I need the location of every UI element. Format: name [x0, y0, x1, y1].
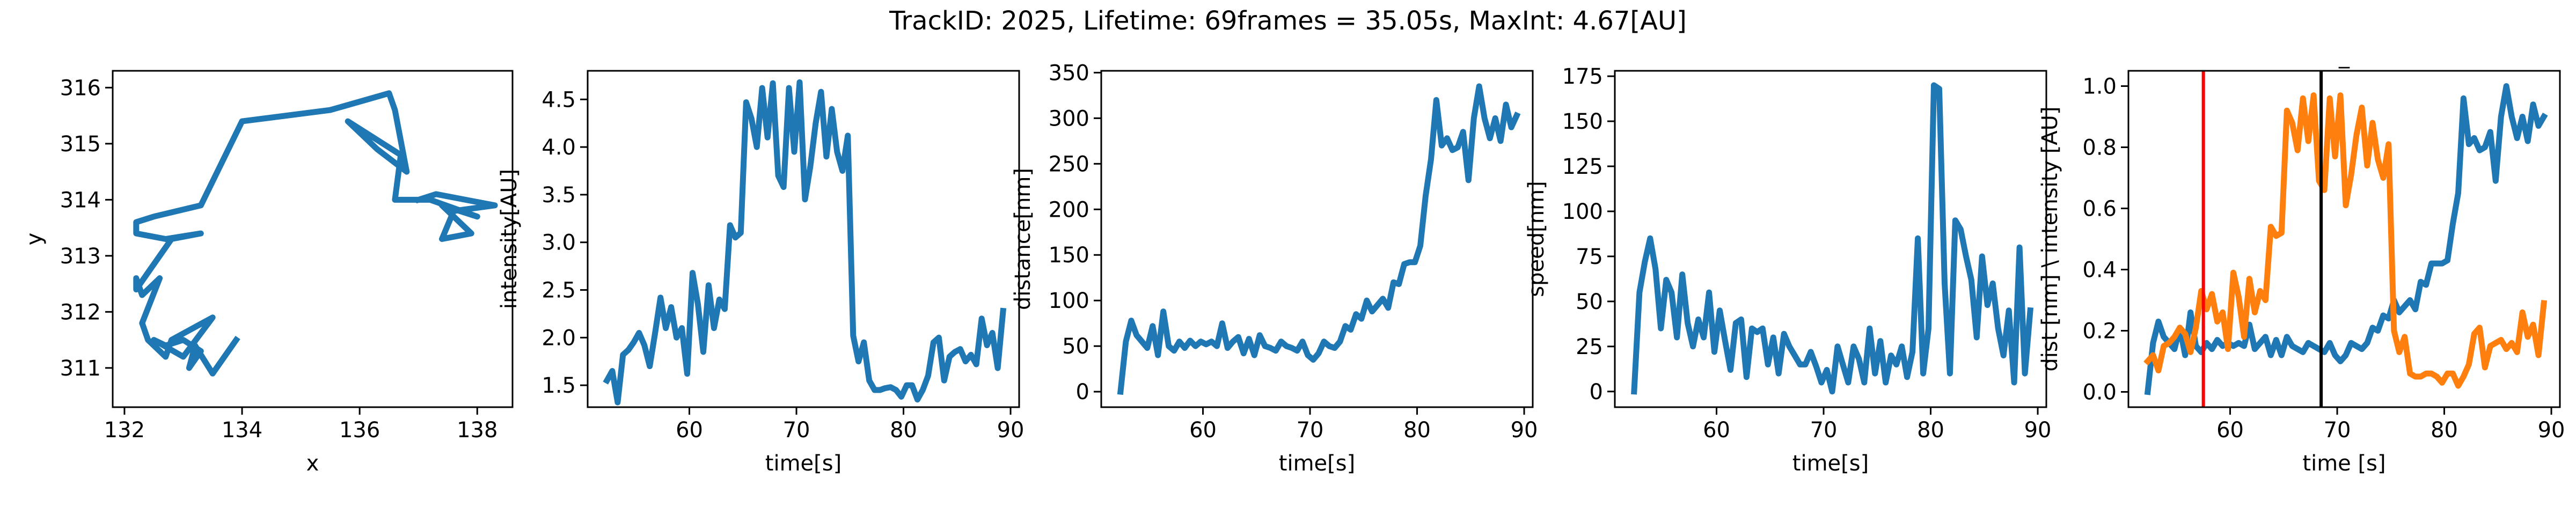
x-axis-label: time[s]	[1792, 451, 1869, 476]
x-axis-label: x	[306, 451, 319, 476]
y-tick-label: 1.0	[2082, 75, 2117, 99]
subplot-4: 60 70 80 90 0 25 50 75 100 125 150 175 time[s] speed[…	[1524, 64, 2051, 476]
y-tick-label: 75	[1576, 245, 1603, 269]
subplot-5: 60 70 80 90 0.0 0.2 0.4 0.6 0.8 1.0 time [s] dist […	[2038, 44, 2565, 476]
y-tick-label: 50	[1062, 334, 1089, 359]
y-tick-label: 316	[60, 76, 101, 100]
x-tick-label: 90	[997, 418, 1024, 443]
x-tick-label: 80	[1403, 418, 1431, 443]
y-tick-label: 250	[1049, 152, 1089, 176]
y-tick-label: 0	[1590, 380, 1603, 404]
y-axis-label: speed[nm]	[1524, 181, 1549, 297]
x-tick-label: 60	[676, 418, 703, 443]
x-tick-label: 70	[783, 418, 810, 443]
series-line-1	[2144, 83, 2548, 395]
y-tick-label: 125	[1562, 154, 1603, 179]
y-tick-label: 2.0	[541, 326, 576, 350]
x-tick-label: 134	[222, 418, 262, 443]
x-tick-label: 60	[1189, 418, 1217, 443]
x-tick-label: 70	[2324, 418, 2351, 443]
subplot-2: 60 70 80 90 1.5 2.0 2.5 3.0 3.5 4.0 4.5 time[s] inte…	[497, 70, 1024, 476]
x-tick-label: 60	[2216, 418, 2244, 443]
x-tick-label: 90	[2538, 418, 2565, 443]
series-line-1	[1117, 83, 1521, 395]
x-tick-label: 70	[1297, 418, 1324, 443]
figure-suptitle: TrackID: 2025, Lifetime: 69frames = 35.0…	[889, 6, 1687, 36]
y-tick-label: 3.5	[541, 183, 576, 208]
y-axis-label: distance[nm]	[1011, 168, 1035, 310]
x-axis-label: time [s]	[2302, 451, 2385, 476]
y-axis-label: dist [nm] \ intensity [AU]	[2038, 106, 2062, 371]
y-tick-label: 350	[1049, 61, 1089, 85]
x-axis-label: time[s]	[1279, 451, 1355, 476]
y-tick-label: 150	[1049, 243, 1089, 268]
x-tick-label: 138	[457, 418, 497, 443]
y-tick-label: 3.0	[541, 231, 576, 255]
y-tick-label: 0.4	[2082, 258, 2117, 283]
y-tick-label: 314	[60, 188, 101, 212]
x-tick-label: 80	[1917, 418, 1944, 443]
series-line-1	[603, 79, 1007, 406]
y-tick-label: 0.0	[2082, 380, 2117, 405]
y-tick-label: 50	[1576, 290, 1603, 314]
axes-frame	[1100, 70, 1534, 408]
axes-frame	[1614, 70, 2047, 408]
x-tick-label: 70	[1810, 418, 1838, 443]
axes-title: _	[2338, 44, 2350, 69]
y-tick-label: 200	[1049, 197, 1089, 222]
axes-frame	[112, 70, 514, 408]
x-tick-label: 80	[890, 418, 917, 443]
y-tick-label: 175	[1562, 64, 1603, 89]
x-tick-label: 132	[104, 418, 145, 443]
x-tick-label: 90	[2024, 418, 2052, 443]
y-tick-label: 4.0	[541, 135, 576, 160]
y-tick-label: 313	[60, 244, 101, 269]
axes-frame	[587, 70, 1020, 408]
x-tick-label: 60	[1703, 418, 1730, 443]
series-line-1	[133, 90, 498, 377]
y-axis-label: y	[22, 233, 47, 246]
x-tick-label: 136	[339, 418, 380, 443]
y-tick-label: 0.6	[2082, 197, 2117, 222]
x-tick-label: 90	[1511, 418, 1538, 443]
subplot-3: 60 70 80 90 0 50 100 150 200 250 300 350 time[s] dist…	[1011, 61, 1538, 476]
series-line-2	[2143, 92, 2548, 389]
y-tick-label: 1.5	[541, 373, 576, 398]
y-tick-label: 0.8	[2082, 136, 2117, 160]
x-axis-label: time[s]	[765, 451, 841, 476]
y-tick-label: 0.2	[2082, 319, 2117, 344]
y-tick-label: 312	[60, 300, 101, 325]
y-tick-label: 100	[1049, 289, 1089, 313]
y-tick-label: 311	[60, 356, 101, 381]
subplot-1: 132 134 136 138 311 312 313 314 315 316 x y	[22, 70, 514, 476]
series-line-1	[1631, 82, 2034, 395]
y-axis-label: intensity[AU]	[497, 169, 522, 309]
y-tick-label: 315	[60, 132, 101, 157]
y-tick-label: 2.5	[541, 278, 576, 303]
axes-frame	[2127, 70, 2561, 408]
y-tick-label: 25	[1576, 335, 1603, 359]
x-tick-label: 80	[2431, 418, 2458, 443]
y-tick-label: 4.5	[541, 87, 576, 112]
y-tick-label: 0	[1076, 380, 1089, 404]
y-tick-label: 100	[1562, 200, 1603, 224]
y-tick-label: 300	[1049, 106, 1089, 131]
y-tick-label: 150	[1562, 109, 1603, 134]
